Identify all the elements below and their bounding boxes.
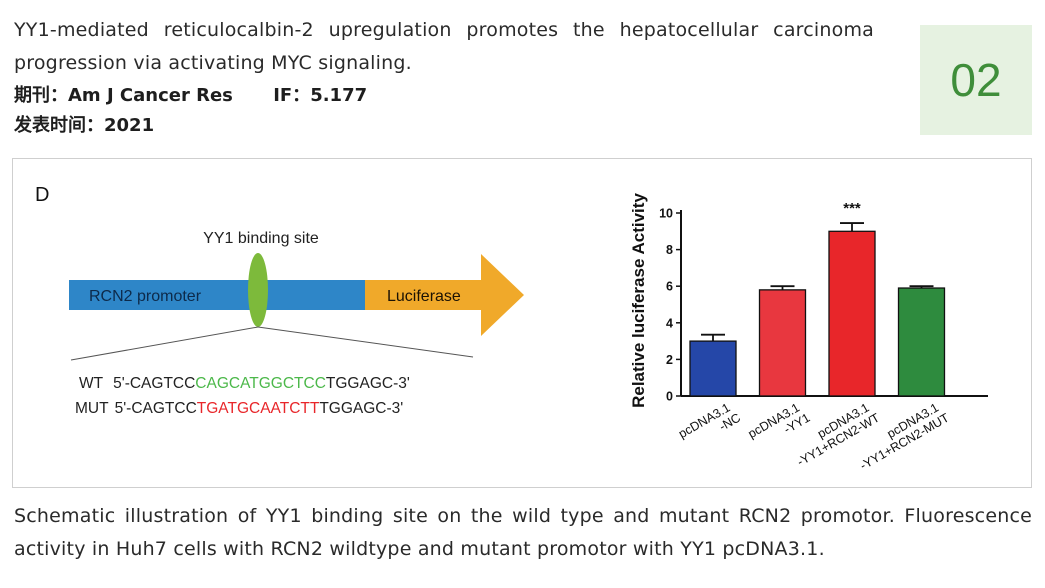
impact-factor-value: 5.177 xyxy=(310,85,368,106)
date-label: 发表时间： xyxy=(14,115,104,136)
wt-sequence: WT 5'-CAGTCCCAGCATGGCTCCTGGAGC-3' xyxy=(79,375,410,392)
y-tick-label: 6 xyxy=(666,280,673,294)
panel-label: D xyxy=(35,184,49,206)
bar xyxy=(758,289,807,397)
figure-caption: Schematic illustration of YY1 binding si… xyxy=(14,505,1032,560)
date-row: 发表时间：2021 xyxy=(14,112,874,140)
impact-factor: IF：5.177 xyxy=(273,82,367,110)
y-tick-label: 0 xyxy=(666,390,673,404)
wt-prefix: 5'-CAGTCC xyxy=(113,375,195,392)
mut-prefix: 5'-CAGTCC xyxy=(115,400,197,417)
promoter-bar xyxy=(69,280,369,310)
binding-site-label: YY1 binding site xyxy=(203,230,319,247)
zoom-line-left xyxy=(70,326,259,361)
y-tick-label: 8 xyxy=(666,243,673,257)
bar xyxy=(828,230,876,397)
mut-suffix: TGGAGC-3' xyxy=(319,400,403,417)
publication-year: 2021 xyxy=(104,115,155,136)
article-title: YY1-mediated reticulocalbin-2 upregulati… xyxy=(14,19,874,74)
promoter-schematic: YY1 binding site RCN2 promoter Luciferas… xyxy=(69,230,524,417)
y-tick-label: 10 xyxy=(659,207,673,221)
impact-factor-label: IF： xyxy=(273,85,311,106)
x-tick-label: pcDNA3.1-YY1 xyxy=(746,398,813,453)
promoter-label: RCN2 promoter xyxy=(89,288,202,305)
figure-svg: D YY1 binding site RCN2 promoter Lucifer… xyxy=(35,184,988,473)
y-axis-label: Relative luciferase Activity xyxy=(629,193,648,408)
journal-name: Am J Cancer Res xyxy=(68,85,233,106)
luciferase-label: Luciferase xyxy=(387,288,461,305)
article-number-badge: 02 xyxy=(920,25,1032,135)
luciferase-arrow xyxy=(365,254,524,336)
article-header: YY1-mediated reticulocalbin-2 upregulati… xyxy=(14,14,874,140)
zoom-line-right xyxy=(257,326,474,358)
journal-row: 期刊：Am J Cancer Res IF：5.177 xyxy=(14,82,874,110)
article-number: 02 xyxy=(950,54,1002,106)
bar xyxy=(689,340,737,397)
mut-label: MUT xyxy=(75,400,109,417)
luciferase-bar-chart: Relative luciferase Activity 0 2 4 6 8 10 pcDNA… xyxy=(629,193,988,473)
figure-panel: D YY1 binding site RCN2 promoter Lucifer… xyxy=(12,158,1032,488)
significance-marker: *** xyxy=(843,200,861,217)
y-tick-label: 2 xyxy=(666,353,673,367)
mut-sequence: MUT 5'-CAGTCCTGATGCAATCTTTGGAGC-3' xyxy=(75,400,403,417)
x-tick-label: pcDNA3.1-NC xyxy=(676,398,743,453)
mut-binding-sequence: TGATGCAATCTT xyxy=(197,400,320,417)
journal-label: 期刊： xyxy=(14,85,68,106)
wt-label: WT xyxy=(79,375,104,392)
bar xyxy=(897,287,946,397)
y-tick-label: 4 xyxy=(666,316,673,330)
wt-binding-sequence: CAGCATGGCTCC xyxy=(195,375,326,392)
yy1-binding-site-marker xyxy=(248,253,268,327)
wt-suffix: TGGAGC-3' xyxy=(326,375,410,392)
journal-info: 期刊：Am J Cancer Res xyxy=(14,82,233,110)
